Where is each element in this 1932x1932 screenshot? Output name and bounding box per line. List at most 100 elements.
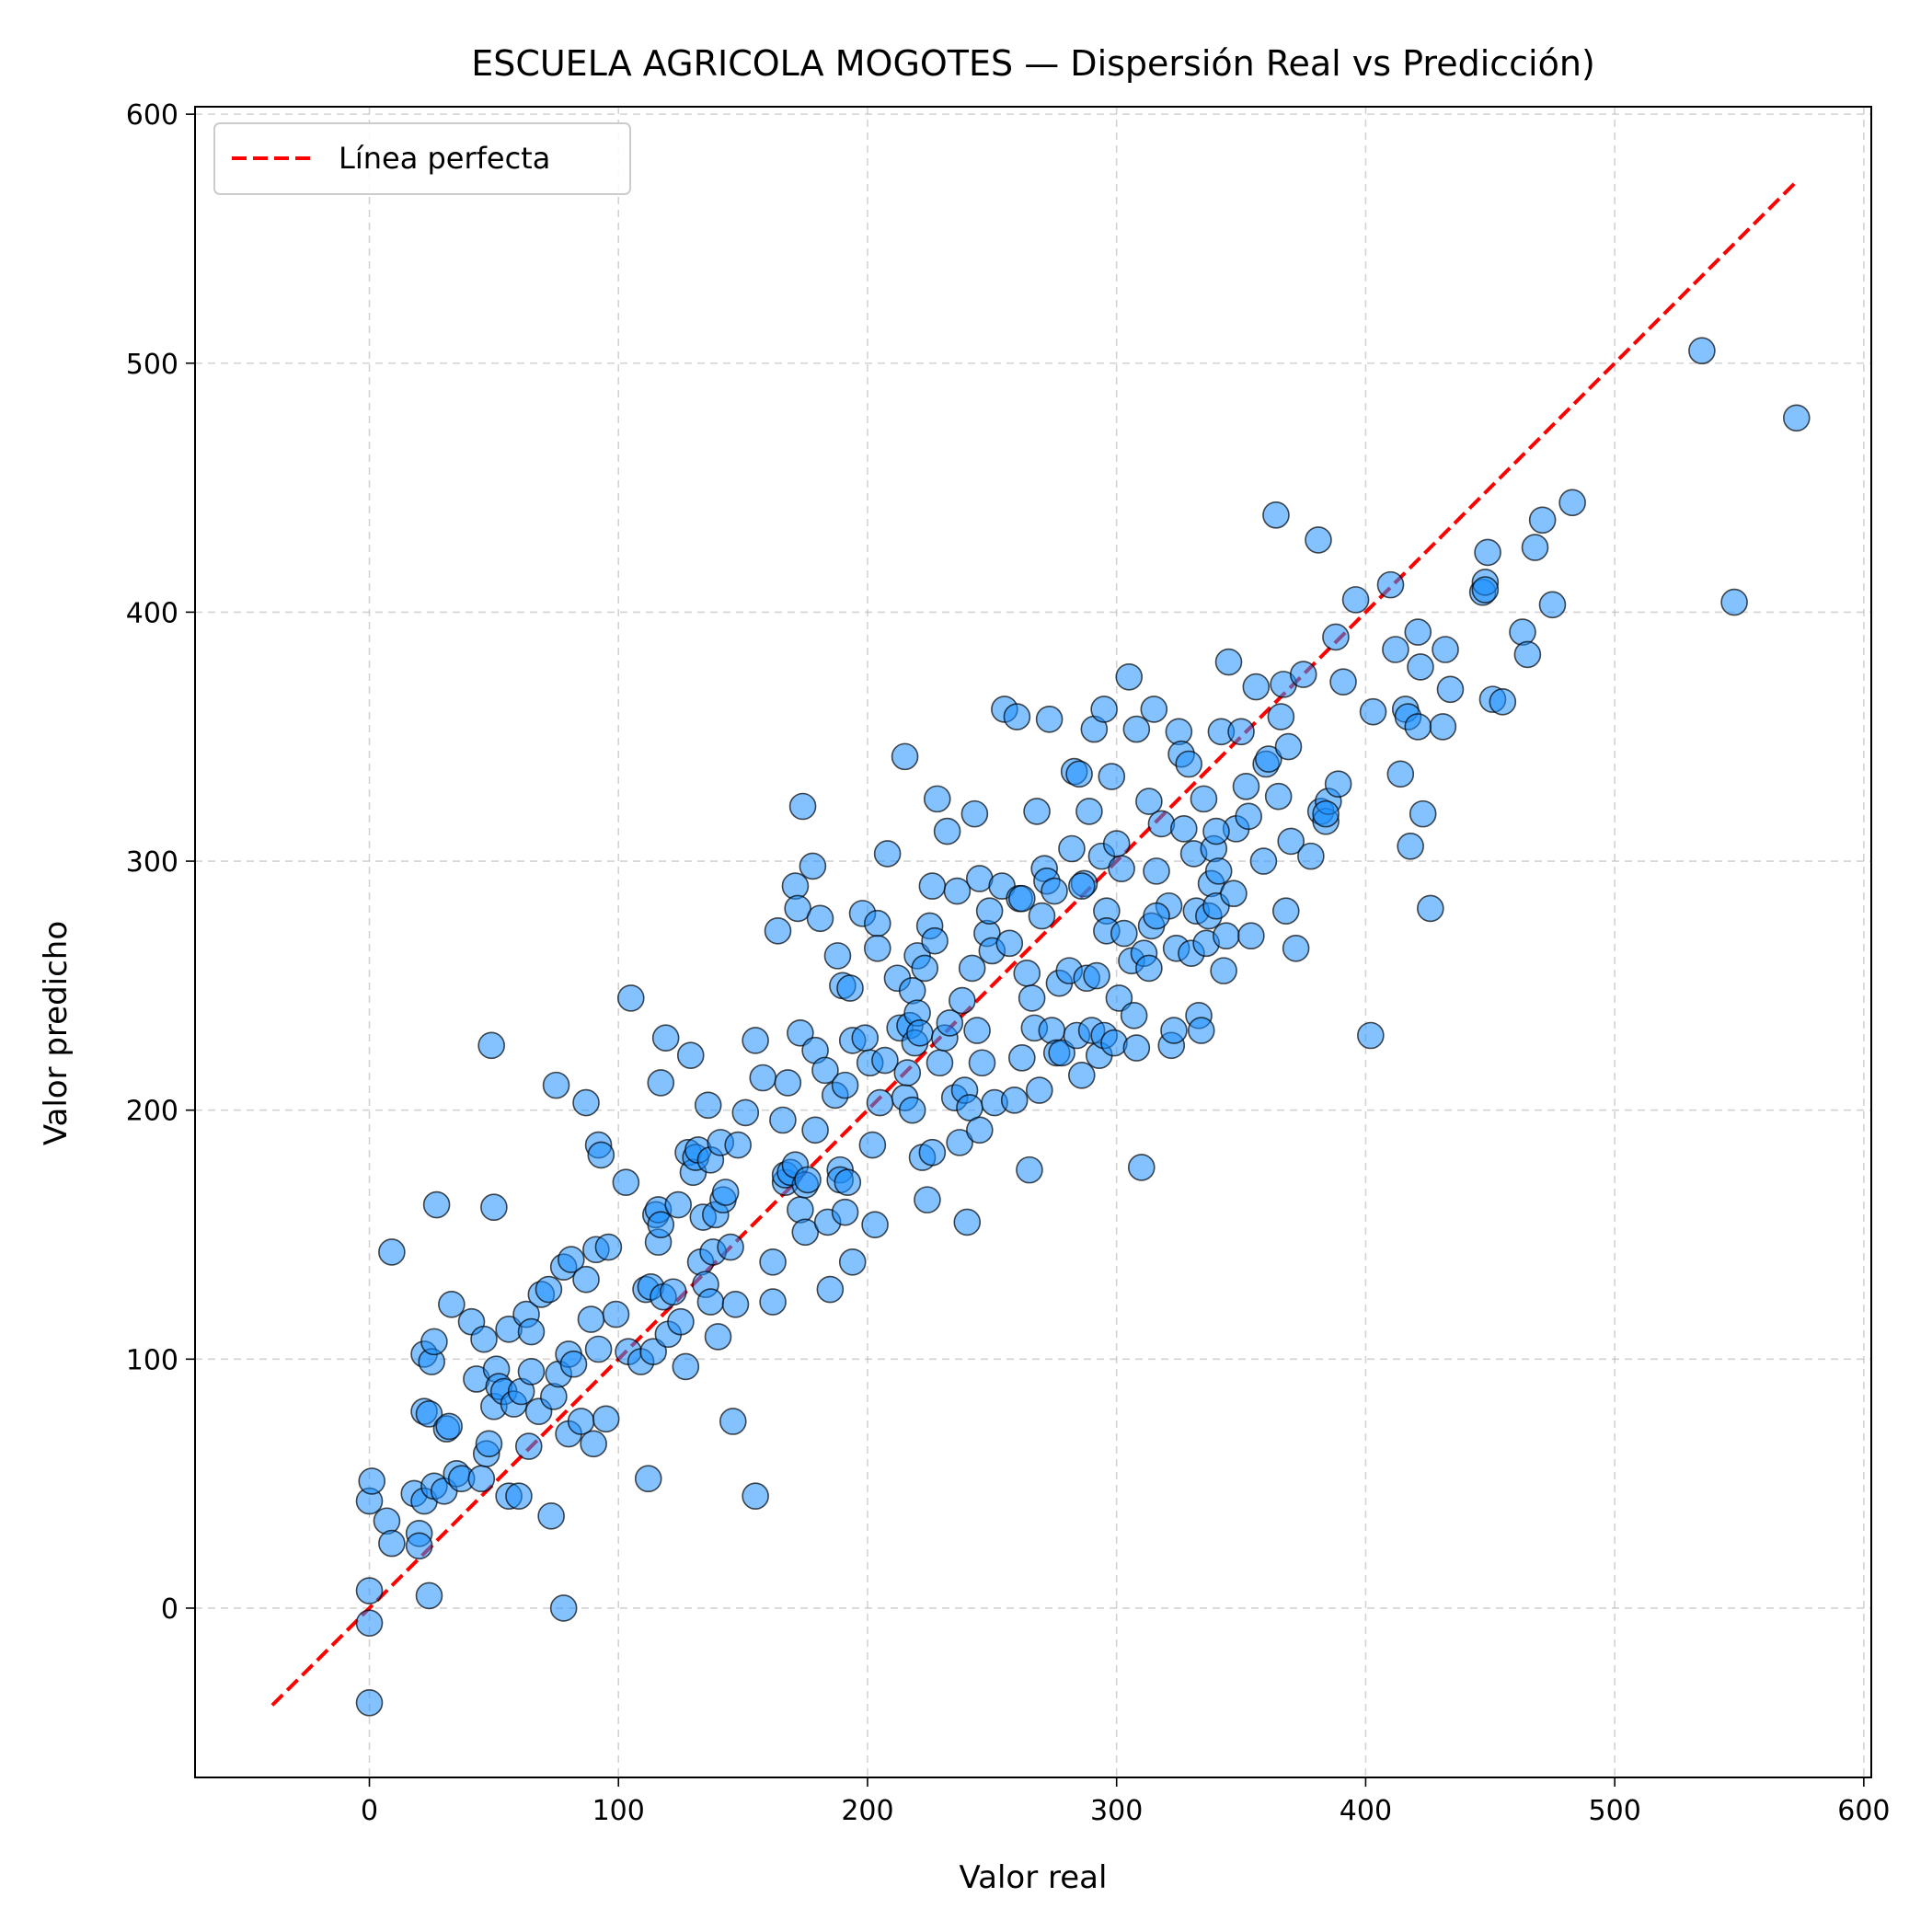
data-point: [769, 1106, 797, 1134]
y-tick-label: 500: [126, 349, 178, 381]
data-point: [1282, 934, 1310, 962]
data-point: [898, 976, 926, 1005]
data-point: [1169, 815, 1198, 843]
data-point: [1267, 703, 1295, 730]
axis-ticks: 0 100 200 300 400 500 600 0 100 200 300 400 500 600: [126, 99, 1891, 1827]
x-axis-label: Valor real: [960, 1859, 1108, 1896]
data-point: [1404, 713, 1432, 741]
data-point: [1067, 1061, 1096, 1089]
data-point: [995, 929, 1024, 958]
data-point: [647, 1211, 675, 1238]
data-point: [634, 1465, 662, 1493]
data-point: [1513, 640, 1542, 669]
data-point: [1271, 897, 1300, 925]
data-point: [791, 1218, 820, 1247]
data-point: [1187, 1017, 1215, 1044]
data-point: [567, 1408, 595, 1435]
data-point: [659, 1278, 687, 1306]
data-point: [863, 934, 891, 962]
data-point: [1083, 961, 1110, 990]
data-point: [1115, 662, 1144, 691]
data-point: [1143, 902, 1170, 930]
data-point: [1035, 705, 1064, 733]
y-tick-label: 0: [161, 1593, 178, 1626]
data-point: [438, 1290, 466, 1318]
data-point: [960, 799, 989, 828]
perfect-line: [270, 179, 1799, 1707]
data-point: [1538, 591, 1567, 619]
data-point: [1297, 842, 1325, 870]
data-point: [1436, 675, 1465, 704]
data-point: [694, 1091, 722, 1120]
data-point: [1329, 668, 1357, 696]
data-point: [378, 1238, 406, 1266]
data-point: [784, 894, 811, 923]
data-point: [1067, 872, 1096, 900]
data-point: [1102, 830, 1131, 857]
data-point: [1065, 760, 1093, 788]
data-point: [696, 1288, 725, 1316]
data-point: [1202, 817, 1230, 845]
data-point: [1220, 880, 1248, 908]
data-point: [1277, 827, 1305, 856]
data-point: [921, 926, 949, 955]
data-point: [918, 872, 947, 900]
data-point: [1135, 788, 1163, 815]
data-point: [542, 1071, 570, 1099]
data-point: [1432, 636, 1459, 663]
data-point: [774, 1069, 802, 1097]
x-tick-label: 0: [361, 1795, 378, 1827]
data-point: [1058, 834, 1086, 863]
data-point: [1558, 489, 1586, 517]
data-point: [799, 852, 827, 880]
data-point: [1140, 696, 1168, 723]
data-point: [1214, 648, 1243, 676]
x-tick-label: 500: [1589, 1795, 1641, 1827]
data-point: [1008, 884, 1036, 913]
data-point: [926, 1049, 954, 1077]
data-point: [975, 897, 1004, 925]
data-point: [1528, 506, 1557, 535]
y-tick-label: 100: [126, 1344, 178, 1376]
x-tick-label: 400: [1340, 1795, 1392, 1827]
data-point: [933, 817, 961, 845]
data-point: [914, 1186, 941, 1213]
data-point: [1013, 960, 1041, 987]
data-point: [470, 1325, 498, 1353]
data-point: [759, 1248, 787, 1276]
data-point: [540, 1383, 568, 1410]
data-point: [1264, 782, 1293, 811]
data-point: [475, 1430, 503, 1458]
data-point: [958, 954, 986, 983]
data-point: [724, 1131, 752, 1159]
data-point: [647, 1069, 675, 1097]
data-point: [851, 1024, 880, 1052]
data-point: [836, 974, 864, 1002]
data-point: [415, 1400, 443, 1428]
data-point: [1262, 501, 1290, 529]
data-point: [965, 1116, 994, 1144]
data-point: [806, 904, 834, 933]
data-point: [731, 1098, 760, 1127]
data-point: [1016, 1156, 1043, 1184]
data-point: [1357, 1021, 1385, 1050]
data-point: [1720, 588, 1748, 616]
data-point: [467, 1465, 496, 1493]
data-point: [863, 909, 891, 937]
data-point: [898, 1096, 926, 1124]
data-point: [811, 1056, 839, 1085]
data-point: [639, 1338, 667, 1366]
data-point: [918, 1138, 947, 1167]
data-point: [1135, 954, 1163, 983]
data-point: [781, 872, 810, 900]
data-point: [1407, 653, 1434, 681]
plot-frame: [194, 106, 1872, 1778]
data-point: [672, 1352, 700, 1381]
data-point: [1122, 1034, 1151, 1062]
data-point: [968, 1049, 996, 1077]
data-point: [1232, 773, 1260, 800]
perfect-line-layer: [270, 179, 1799, 1707]
data-point: [1521, 534, 1549, 561]
data-point: [559, 1350, 588, 1378]
